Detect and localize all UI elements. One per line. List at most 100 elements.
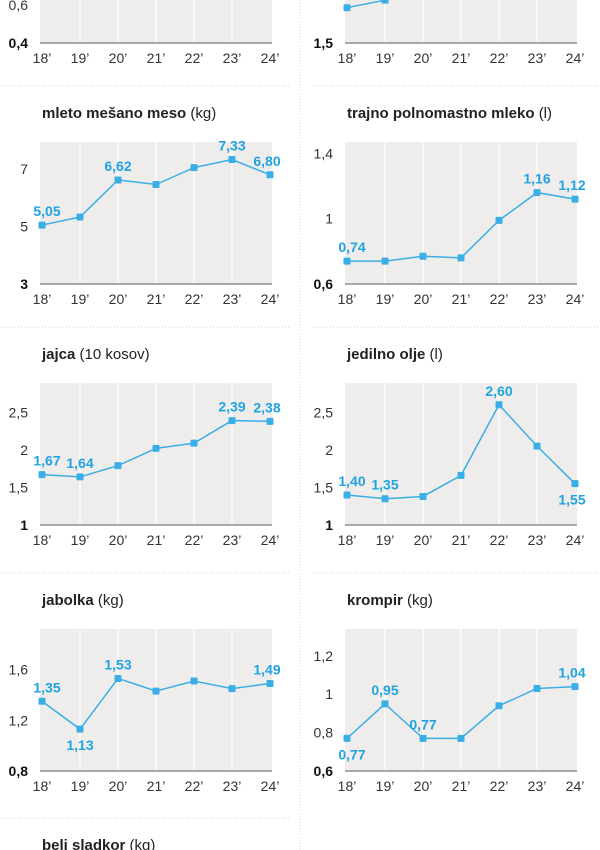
chart-title-unit: (kg) <box>407 592 433 609</box>
x-tick-label: 19’ <box>71 778 90 794</box>
x-tick-label: 20’ <box>109 291 128 307</box>
data-point <box>190 439 198 447</box>
chart-title-unit: (kg) <box>130 837 156 850</box>
x-tick-label: 24’ <box>261 532 280 548</box>
data-point <box>343 257 351 265</box>
x-tick-label: 24’ <box>261 778 280 794</box>
x-tick-label: 19’ <box>376 778 395 794</box>
y-tick-label: 0,6 <box>9 0 29 13</box>
x-tick-label: 21’ <box>147 50 166 66</box>
data-point <box>457 254 465 262</box>
x-tick-label: 19’ <box>71 532 90 548</box>
x-tick-label: 23’ <box>223 778 242 794</box>
x-tick-label: 21’ <box>452 291 471 307</box>
data-point <box>38 697 46 705</box>
y-tick-label: 5 <box>20 219 28 235</box>
y-tick-label: 0,8 <box>314 725 334 741</box>
data-label: 0,74 <box>338 239 365 255</box>
x-tick-label: 19’ <box>71 50 90 66</box>
chart-title-name: mleto mešano meso <box>42 105 186 122</box>
chart-title: jedilno olje (l) <box>346 346 443 363</box>
x-tick-label: 23’ <box>223 291 242 307</box>
data-label: 2,39 <box>218 399 245 415</box>
data-point <box>419 252 427 260</box>
x-tick-label: 18’ <box>33 778 52 794</box>
chart-title-name: jabolka <box>41 592 94 609</box>
x-tick-label: 20’ <box>109 778 128 794</box>
y-tick-label: 1,5 <box>314 35 334 51</box>
chart-title-name: jedilno olje <box>346 346 425 363</box>
data-point <box>381 0 389 4</box>
x-tick-label: 18’ <box>33 50 52 66</box>
chart-title-unit: (l) <box>539 105 552 122</box>
x-tick-label: 23’ <box>528 532 547 548</box>
y-tick-label: 0,4 <box>9 35 29 51</box>
data-point <box>571 195 579 203</box>
y-tick-label: 1 <box>325 517 333 533</box>
y-tick-label: 2 <box>20 442 28 458</box>
x-tick-label: 20’ <box>109 532 128 548</box>
data-label: 1,55 <box>558 492 585 508</box>
chart-partial-0: 0,4 0,6 18’ 19’ 20’ 21’ 22’ 23’ 24’ <box>9 0 280 66</box>
x-tick-label: 23’ <box>223 532 242 548</box>
x-tick-label: 19’ <box>376 532 395 548</box>
data-point <box>228 685 236 693</box>
data-point <box>495 401 503 409</box>
chart-title-unit: (l) <box>430 346 443 363</box>
chart-title: trajno polnomastno mleko (l) <box>347 105 552 122</box>
data-label: 1,13 <box>66 737 93 753</box>
x-tick-label: 23’ <box>528 778 547 794</box>
data-label: 1,53 <box>104 656 131 672</box>
data-point <box>533 442 541 450</box>
data-label: 6,80 <box>253 153 280 169</box>
chart-trajno-polnomastno-mleko: trajno polnomastno mleko (l) 0,6 1 1,4 18’ 19… <box>312 85 600 307</box>
x-tick-label: 24’ <box>261 291 280 307</box>
chart-beli-sladkor: beli sladkor (kg) <box>0 817 290 850</box>
x-tick-label: 18’ <box>338 50 357 66</box>
data-point <box>152 687 160 695</box>
x-tick-label: 22’ <box>490 291 509 307</box>
chart-title-name: jajca <box>41 346 76 363</box>
x-tick-label: 21’ <box>147 532 166 548</box>
x-tick-label: 18’ <box>338 291 357 307</box>
data-label: 7,33 <box>218 138 245 154</box>
data-point <box>76 473 84 481</box>
x-tick-label: 18’ <box>338 778 357 794</box>
y-tick-label: 1 <box>20 517 28 533</box>
data-point <box>533 189 541 197</box>
data-point <box>38 221 46 229</box>
chart-title: beli sladkor (kg) <box>42 837 155 850</box>
y-tick-label: 1,4 <box>314 145 334 161</box>
data-point <box>419 734 427 742</box>
data-point <box>76 725 84 733</box>
data-point <box>343 491 351 499</box>
data-point <box>419 492 427 500</box>
chart-jedilno-olje: jedilno olje (l) 1 1,5 2 2,5 18’ 19’ 20’ 21’ 22’ 2… <box>312 326 600 548</box>
data-point <box>457 471 465 479</box>
x-tick-label: 21’ <box>147 778 166 794</box>
series-line <box>346 0 386 9</box>
chart-jabolka: jabolka (kg) 0,8 1,2 1,6 18’ 19’ 20’ 21’ 22’ 23’ 2… <box>0 572 290 794</box>
y-tick-label: 1,2 <box>314 648 334 664</box>
data-label: 2,60 <box>485 383 512 399</box>
x-tick-label: 21’ <box>452 778 471 794</box>
x-tick-label: 20’ <box>414 532 433 548</box>
data-point <box>266 417 274 425</box>
chart-title: krompir (kg) <box>347 592 433 609</box>
data-label: 1,67 <box>33 453 60 469</box>
x-tick-label: 24’ <box>261 50 280 66</box>
data-point <box>266 171 274 179</box>
data-point <box>381 700 389 708</box>
x-tick-label: 20’ <box>414 291 433 307</box>
data-point <box>457 734 465 742</box>
data-point <box>266 680 274 688</box>
y-tick-label: 1,2 <box>9 712 29 728</box>
chart-krompir: krompir (kg) 0,6 0,8 1 1,2 18’ 19’ 20’ 21’ 22’ 23’… <box>312 572 600 794</box>
data-point <box>76 213 84 221</box>
x-tick-label: 22’ <box>185 291 204 307</box>
x-tick-label: 24’ <box>566 50 585 66</box>
x-tick-label: 18’ <box>33 532 52 548</box>
y-tick-label: 0,6 <box>314 276 334 292</box>
x-tick-label: 18’ <box>33 291 52 307</box>
